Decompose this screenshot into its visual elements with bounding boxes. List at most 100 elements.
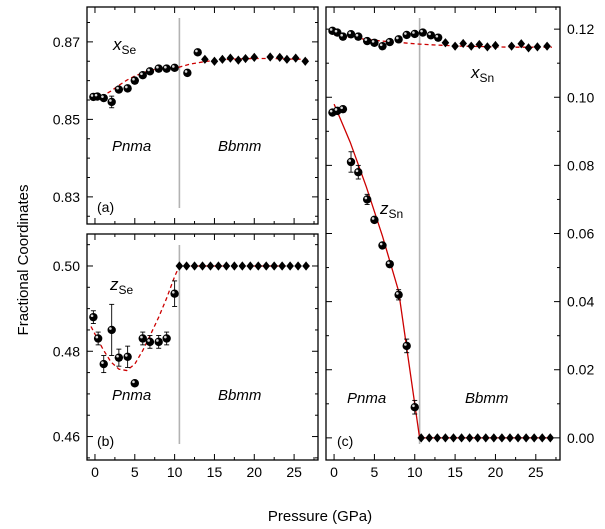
xsn-point — [451, 41, 459, 51]
phase-label-bbmm: Bbmm — [465, 390, 508, 407]
zse-point-highlight — [109, 327, 112, 330]
zse-point — [138, 334, 147, 343]
xsn-point — [362, 36, 372, 46]
zse-point-highlight — [90, 314, 94, 318]
xsn-point — [338, 32, 348, 41]
zse-point — [182, 261, 191, 271]
zse-series-label: zSe — [109, 275, 134, 297]
zsn-point — [362, 195, 372, 204]
xsn-point — [394, 35, 403, 44]
zse-point — [89, 312, 98, 322]
xsn-point — [354, 32, 363, 41]
zse-point — [93, 334, 103, 343]
xsn-point — [507, 41, 516, 51]
xsn-point — [418, 28, 428, 37]
xse-point-highlight — [172, 65, 175, 68]
xsn-point-highlight — [371, 40, 375, 43]
zsn-point — [522, 433, 530, 443]
zsn-point — [481, 433, 490, 443]
x-tick-label: 0 — [91, 464, 99, 480]
xsn-point-highlight — [387, 39, 390, 42]
zsn-point — [473, 433, 482, 443]
x-tick-label: 15 — [447, 464, 463, 480]
zse-point-highlight — [140, 335, 143, 339]
x-tick-label: 25 — [286, 464, 302, 480]
xse-point — [154, 64, 163, 73]
zsn-point — [506, 433, 514, 443]
zse-point-highlight — [125, 354, 128, 357]
xsn-point — [370, 38, 379, 47]
zsn-point — [465, 433, 474, 443]
xsn-point-highlight — [364, 38, 368, 41]
xse-point — [130, 76, 139, 85]
xse-point — [241, 53, 250, 64]
phase-label-pnma: Pnma — [112, 138, 151, 155]
y-tick-label: 0.50 — [53, 258, 80, 274]
y-tick-label: 0.10 — [567, 89, 594, 105]
zsn-point-highlight — [334, 108, 338, 111]
xsn-point-highlight — [412, 31, 415, 34]
zsn-point — [378, 241, 387, 250]
zse-point-highlight — [101, 361, 104, 364]
zse-point — [254, 261, 263, 271]
zsn-point — [410, 403, 419, 412]
x-tick-label: 20 — [488, 464, 504, 480]
zse-point-highlight — [172, 290, 175, 294]
xsn-point — [378, 41, 387, 51]
x-axis-label: Pressure (GPa) — [268, 508, 372, 525]
zsn-point — [394, 290, 403, 300]
xsn-point — [483, 42, 492, 52]
xsn-point-highlight — [404, 32, 407, 35]
zse-point — [262, 261, 271, 271]
xse-point-highlight — [109, 99, 112, 102]
xse-point-highlight — [195, 49, 198, 53]
zse-point — [246, 261, 255, 271]
xsn-point-highlight — [340, 33, 343, 37]
y-tick-label: 0.85 — [53, 111, 80, 127]
panel-a-xse: 0.83 0.85 0.87 xSe Pnma Bbmm (a) — [53, 6, 319, 225]
xse-point — [201, 54, 209, 64]
zsn-point — [457, 433, 466, 443]
xse-point — [218, 54, 227, 64]
zse-point-highlight — [132, 380, 135, 384]
zse-point — [198, 261, 207, 271]
y-tick-label: 0.46 — [53, 429, 80, 445]
panel-a-frame — [86, 6, 319, 225]
zsn-point-highlight — [371, 217, 375, 220]
zsn-point — [402, 341, 411, 351]
zse-point — [162, 334, 171, 343]
xsn-point-highlight — [348, 31, 352, 35]
xsn-point-highlight — [334, 29, 338, 33]
y-tick-label: 0.04 — [567, 294, 594, 310]
xse-point-highlight — [164, 65, 167, 69]
zse-point-highlight — [147, 339, 150, 342]
xsn-point — [385, 37, 394, 47]
xse-point-highlight — [101, 95, 104, 98]
zse-point — [170, 289, 179, 298]
xse-point-highlight — [116, 86, 119, 90]
xse-point — [138, 71, 147, 80]
panel-c-sn: 0 5 10 15 20 25 0.00 0.02 0.04 0.06 0.08 0.10 0.12 xS… — [325, 6, 594, 480]
xsn-point — [533, 42, 542, 52]
xsn-point — [441, 38, 450, 48]
zsn-point — [490, 433, 498, 443]
zse-point — [286, 261, 294, 271]
zsn-point — [370, 215, 379, 225]
zsn-point-highlight — [355, 169, 359, 173]
zse-point — [270, 261, 278, 271]
xse-point-highlight — [90, 94, 94, 97]
zse-point-highlight — [156, 339, 159, 342]
xsn-point — [543, 41, 551, 51]
phase-label-bbmm: Bbmm — [218, 138, 261, 155]
zsn-point-highlight — [387, 261, 390, 265]
zse-point — [214, 261, 223, 271]
zse-point — [107, 325, 116, 335]
xse-fit-curve — [94, 57, 311, 100]
y-axis-label: Fractional Coordinates — [15, 185, 32, 336]
zsn-point-highlight — [404, 343, 407, 346]
y-tick-label: 0.83 — [53, 189, 80, 205]
zsn-point-highlight — [348, 159, 352, 162]
zsn-point — [449, 433, 458, 443]
x-tick-label: 25 — [528, 464, 544, 480]
zse-point — [222, 261, 231, 271]
